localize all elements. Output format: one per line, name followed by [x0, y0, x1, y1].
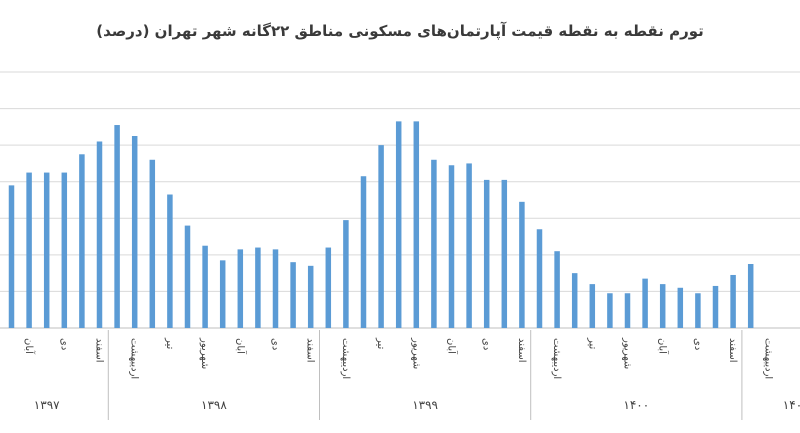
tick-label: دی	[481, 338, 492, 350]
bar	[677, 287, 684, 328]
bar	[431, 159, 437, 328]
bar	[255, 247, 261, 328]
tick-label: اسفند	[305, 338, 316, 362]
bar	[536, 229, 543, 328]
tick-label: دی	[692, 338, 703, 350]
bars	[8, 121, 754, 329]
bar	[378, 145, 384, 328]
bar	[589, 284, 596, 328]
bar	[184, 225, 191, 328]
x-axis: مردادآباندیاسفنداردیبهشتتیرشهریورآباندیا…	[23, 330, 800, 420]
bar	[659, 284, 666, 328]
bar	[712, 285, 719, 328]
bar	[571, 273, 578, 328]
bar	[272, 249, 279, 328]
bar	[501, 179, 508, 328]
bar	[8, 185, 15, 328]
bar	[114, 125, 120, 329]
bar	[413, 121, 420, 328]
tick-label: شهریور	[410, 337, 421, 369]
chart-title: تورم نقطه به نقطه قیمت آپارتمان‌های مسکو…	[96, 22, 704, 41]
bar	[325, 247, 332, 328]
bar	[483, 179, 490, 328]
bar	[624, 293, 631, 328]
bar	[642, 278, 648, 328]
bar	[307, 265, 314, 328]
bar	[747, 264, 754, 328]
tick-label: تیر	[375, 337, 386, 350]
bar	[730, 274, 736, 328]
tick-label: شهریور	[622, 337, 633, 369]
bar	[219, 260, 226, 328]
tick-label: آبان	[234, 338, 247, 355]
bar	[607, 293, 613, 328]
tick-label: آبان	[446, 338, 459, 355]
year-label: ۱۳۹۸	[201, 398, 227, 412]
bar	[519, 201, 525, 328]
bar	[79, 154, 85, 328]
tick-label: اردیبهشت	[551, 338, 562, 379]
tick-label: اسفند	[516, 338, 527, 362]
bar	[395, 121, 402, 328]
bar	[448, 165, 455, 328]
bar	[554, 251, 560, 328]
tick-label: آبان	[23, 338, 36, 355]
tick-label: اسفند	[727, 338, 738, 362]
tick-label: تیر	[164, 337, 175, 350]
year-label: ۱۴۰۰	[623, 398, 649, 412]
bar	[466, 163, 472, 328]
tick-label: دی	[270, 338, 281, 350]
year-label: ۱۳۹۹	[412, 398, 438, 412]
bar	[96, 141, 103, 328]
bar	[290, 262, 296, 328]
year-label: ۱۴۰۱	[783, 398, 800, 412]
bar	[167, 194, 173, 328]
tick-label: اردیبهشت	[129, 338, 140, 379]
bar	[26, 172, 32, 328]
tick-label: آبان	[657, 338, 670, 355]
bar	[202, 245, 208, 328]
tick-label: شهریور	[199, 337, 210, 369]
tick-label: اسفند	[94, 338, 105, 362]
tick-label: تیر	[586, 337, 597, 350]
bar	[360, 176, 367, 328]
tick-label: اردیبهشت	[762, 338, 773, 379]
bar	[131, 136, 138, 328]
tick-label: اردیبهشت	[340, 338, 351, 379]
bar	[61, 172, 68, 328]
tick-label: دی	[58, 338, 69, 350]
bar	[237, 249, 244, 328]
bar	[43, 172, 50, 328]
year-label: ۱۳۹۷	[34, 398, 60, 412]
bar	[149, 159, 156, 328]
bar	[343, 220, 349, 328]
bar	[695, 293, 701, 328]
